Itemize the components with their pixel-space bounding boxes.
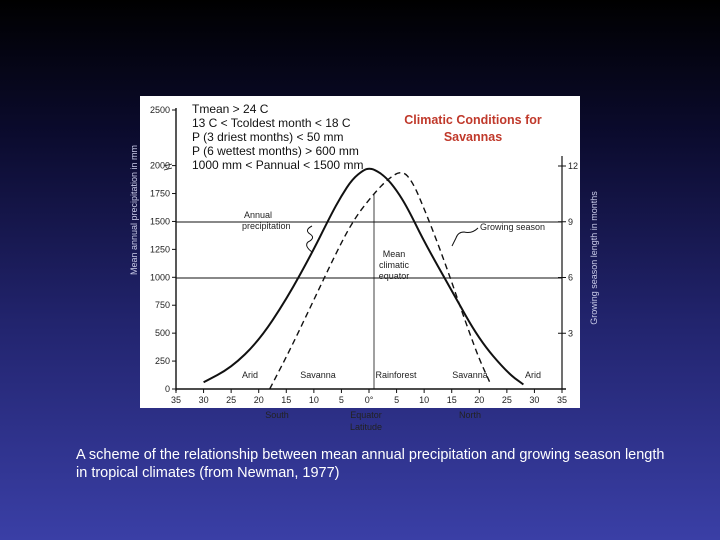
y-left-tick-label: 250: [155, 356, 170, 366]
y-axis-label-right-text: Growing season length in months: [589, 191, 599, 325]
chart-title: Savannas: [444, 130, 502, 144]
direction-south: South: [265, 410, 289, 420]
y-left-tick-label: 1500: [150, 216, 170, 226]
zone-label: Savanna: [300, 370, 336, 380]
direction-north: North: [459, 410, 481, 420]
direction-equator: Equator: [350, 410, 382, 420]
criteria-line: P (3 driest months) < 50 mm: [192, 130, 344, 144]
annotation-growing-season: Growing season: [480, 222, 545, 232]
zone-label: Savanna: [452, 370, 488, 380]
y-left-tick-label: 1250: [150, 244, 170, 254]
criteria-line: 1000 mm < Pannual < 1500 mm: [192, 158, 363, 172]
y-left-tick-label: 0: [165, 384, 170, 394]
x-tick-label: 35: [171, 395, 181, 405]
annotation-annual-precipitation: precipitation: [242, 221, 291, 231]
criteria-line: P (6 wettest months) > 600 mm: [192, 144, 359, 158]
zone-label: Arid: [525, 370, 541, 380]
x-tick-label: 25: [502, 395, 512, 405]
annotation-equator: Mean: [383, 249, 406, 259]
x-tick-label: 25: [226, 395, 236, 405]
y-right-tick-label: 3: [568, 328, 573, 338]
x-tick-label: 10: [309, 395, 319, 405]
x-tick-label: 30: [199, 395, 209, 405]
x-tick-label: 30: [529, 395, 539, 405]
x-axis-label: Latitude: [350, 422, 382, 432]
y-left-tick-label: 1750: [150, 189, 170, 199]
x-tick-label: 5: [339, 395, 344, 405]
axis-break-mark: [163, 163, 173, 171]
annotation-squiggle: [306, 225, 314, 253]
zone-label: Arid: [242, 370, 258, 380]
chart-title: Climatic Conditions for: [404, 113, 542, 127]
y-left-ticks: 0 250 500 750 1000 1250 1500 1750 2000 2500: [150, 105, 176, 394]
y-right-tick-label: 6: [568, 273, 573, 283]
chart-svg: 0 250 500 750 1000 1250 1500 1750 2000 2500 3 6 9 12…: [150, 102, 578, 432]
y-left-tick-label: 2500: [150, 105, 170, 115]
x-tick-label: 0°: [365, 395, 374, 405]
precipitation-line: [203, 167, 524, 386]
growing-season-line: [269, 172, 491, 390]
chart-figure: 0 250 500 750 1000 1250 1500 1750 2000 2500 3 6 9 12…: [140, 96, 580, 432]
criteria-line: 13 C < Tcoldest month < 18 C: [192, 116, 351, 130]
series-layer: [203, 167, 524, 390]
x-tick-label: 20: [474, 395, 484, 405]
zone-label: Rainforest: [375, 370, 417, 380]
x-tick-label: 15: [447, 395, 457, 405]
x-tick-label: 15: [281, 395, 291, 405]
y-right-ticks: 3 6 9 12: [558, 161, 578, 338]
x-tick-label: 35: [557, 395, 567, 405]
y-right-tick-label: 12: [568, 161, 578, 171]
y-left-tick-label: 500: [155, 328, 170, 338]
annotation-equator: equator: [379, 271, 410, 281]
x-ticks: 35 30 25 20 15 10 5 0° 5 10 15 20 25 30 35: [171, 389, 567, 405]
y-left-tick-label: 2000: [150, 161, 170, 171]
y-axis-label-left-text: Mean annual precipitation in mm: [129, 144, 139, 276]
criteria-line: Tmean > 24 C: [192, 102, 269, 116]
annotation-squiggle: [451, 227, 479, 247]
annotation-equator: climatic: [379, 260, 410, 270]
y-right-tick-label: 9: [568, 217, 573, 227]
x-tick-label: 20: [254, 395, 264, 405]
y-left-tick-label: 1000: [150, 272, 170, 282]
x-tick-label: 5: [394, 395, 399, 405]
annotation-annual-precipitation: Annual: [244, 210, 272, 220]
y-left-tick-label: 750: [155, 300, 170, 310]
x-tick-label: 10: [419, 395, 429, 405]
figure-caption: A scheme of the relationship between mea…: [76, 447, 665, 481]
